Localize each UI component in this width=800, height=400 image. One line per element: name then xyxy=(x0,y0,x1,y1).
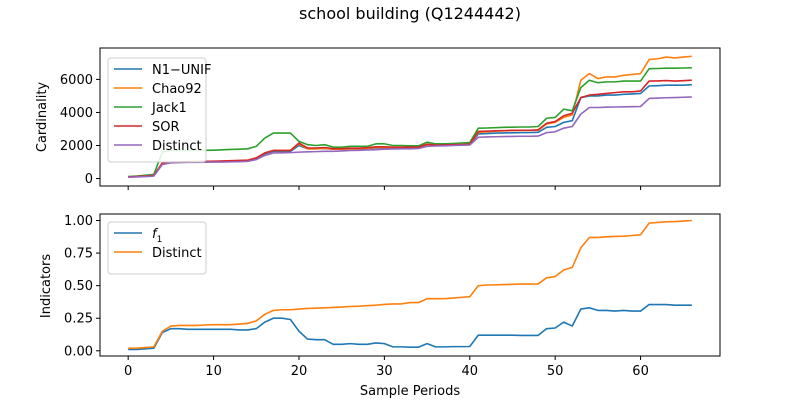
cardinality-legend-label: Jack1 xyxy=(151,101,187,116)
indicators-y-tick-label: 0.75 xyxy=(64,247,93,262)
cardinality-y-tick-label: 0 xyxy=(85,172,93,187)
indicators-x-tick-label: 40 xyxy=(462,364,479,379)
cardinality-y-ticks: 0 2000 4000 6000 xyxy=(60,73,100,187)
indicators-x-tick-label: 20 xyxy=(291,364,308,379)
cardinality-legend-label: Chao92 xyxy=(152,82,202,97)
indicators-x-tick-label: 60 xyxy=(632,364,649,379)
cardinality-y-tick-label: 2000 xyxy=(60,139,93,154)
cardinality-series-line-jack1 xyxy=(128,67,692,178)
cardinality-legend-box xyxy=(107,57,207,163)
cardinality-panel: 0 2000 4000 6000 Cardinality N1−UNIF Chao92 J… xyxy=(35,47,721,190)
indicators-y-tick-label: 0.25 xyxy=(64,312,93,327)
indicators-x-tick-label: 0 xyxy=(124,364,132,379)
cardinality-legend-label: N1−UNIF xyxy=(152,63,211,78)
cardinality-series-line-sor xyxy=(128,79,692,178)
indicators-y-tick-label: 0.00 xyxy=(64,344,93,359)
cardinality-x-ticks xyxy=(127,186,642,190)
indicators-y-tick-label: 0.50 xyxy=(64,279,93,294)
cardinality-y-axis-label: Cardinality xyxy=(35,82,50,153)
cardinality-legend-label: SOR xyxy=(152,120,180,135)
indicators-series-line-f1 xyxy=(128,303,692,351)
figure-title: school building (Q1244442) xyxy=(299,4,521,23)
indicators-x-tick-label: 10 xyxy=(205,364,222,379)
indicators-series-line-distinct xyxy=(128,219,692,349)
indicators-plot-frame xyxy=(99,213,721,357)
cardinality-plot-frame xyxy=(99,47,721,187)
cardinality-series-line-distinct xyxy=(128,96,692,179)
cardinality-legend: N1−UNIF Chao92 Jack1 SOR Distinct xyxy=(107,57,211,163)
indicators-legend-label: f1 xyxy=(152,227,162,245)
cardinality-legend-label: Distinct xyxy=(152,139,202,154)
cardinality-y-tick-label: 4000 xyxy=(60,106,93,121)
indicators-panel: 0.00 0.25 0.50 0.75 1.00 0 10 20 30 40 50 60 Indic… xyxy=(39,213,721,399)
indicators-y-ticks: 0.00 0.25 0.50 0.75 1.00 xyxy=(64,214,100,359)
x-axis-label: Sample Periods xyxy=(360,384,460,399)
cardinality-series-group xyxy=(128,55,692,179)
indicators-x-tick-label: 50 xyxy=(547,364,564,379)
indicators-y-axis-label: Indicators xyxy=(39,254,54,318)
indicators-legend-label: Distinct xyxy=(152,246,202,261)
cardinality-y-tick-label: 6000 xyxy=(60,73,93,88)
indicators-y-tick-label: 1.00 xyxy=(64,214,93,229)
indicators-legend-box xyxy=(107,221,207,275)
indicators-x-ticks: 0 10 20 30 40 50 60 xyxy=(124,356,649,379)
indicators-series-group xyxy=(128,219,692,351)
indicators-x-tick-label: 30 xyxy=(376,364,393,379)
